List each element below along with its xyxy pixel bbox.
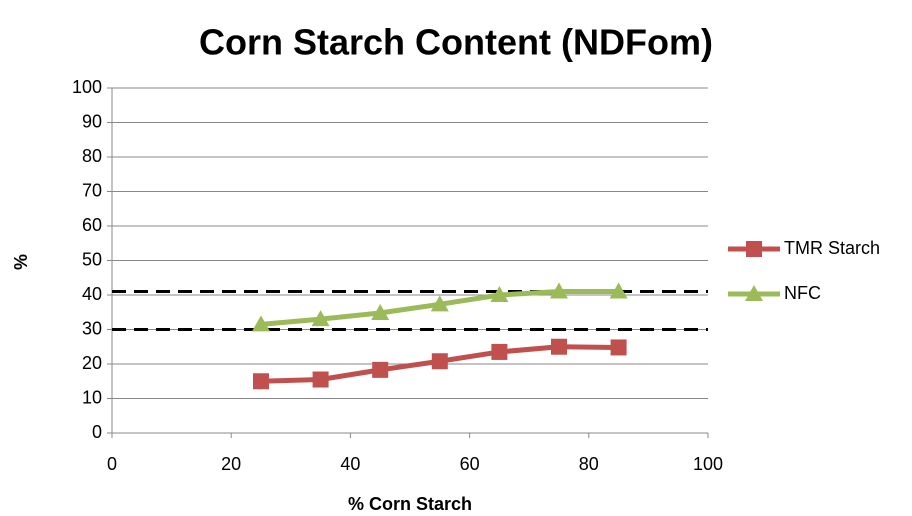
y-tick-label: 50 [82,249,102,269]
data-point [253,373,269,390]
data-point [610,339,627,356]
x-tick-label: 100 [693,454,723,474]
legend-marker [746,241,762,257]
y-tick-label: 10 [82,387,102,407]
data-point [372,361,389,378]
data-point [252,315,270,332]
x-tick-label: 0 [107,454,117,474]
data-point [312,371,329,388]
y-axis-title: % [11,254,31,270]
x-tick-label: 20 [221,454,241,474]
data-point [550,282,568,299]
y-tick-label: 60 [82,215,102,235]
y-tick-label: 100 [72,77,102,97]
legend-marker [745,285,763,301]
y-tick-label: 40 [82,284,102,304]
y-tick-label: 0 [92,422,102,442]
x-tick-label: 40 [340,454,360,474]
data-point [551,338,567,355]
legend-label: TMR Starch [784,238,880,258]
y-tick-label: 20 [82,353,102,373]
data-point [490,286,509,302]
legend-label: NFC [784,283,821,303]
data-point [431,353,448,370]
chart-title: Corn Starch Content (NDFom) [199,22,713,63]
y-tick-label: 90 [82,111,102,131]
y-tick-label: 70 [82,180,102,200]
x-tick-label: 60 [460,454,480,474]
y-tick-label: 80 [82,146,102,166]
data-point [491,343,508,360]
x-tick-label: 80 [579,454,599,474]
data-point [371,303,390,320]
data-point [430,295,449,312]
x-axis-title: % Corn Starch [348,494,472,514]
y-tick-label: 30 [82,318,102,338]
data-point [311,310,330,327]
data-point [609,282,628,299]
